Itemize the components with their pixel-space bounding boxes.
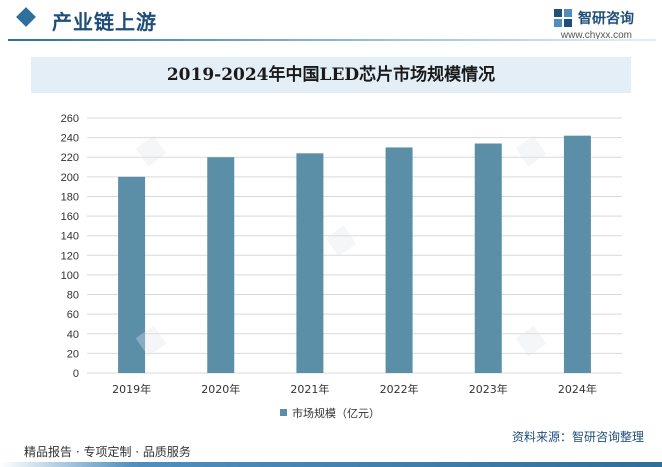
- x-tick-label: 2020年: [201, 382, 240, 396]
- brand-logo-icon: [554, 9, 572, 27]
- bar-2023年: [474, 143, 502, 373]
- bar-2020年: [207, 157, 235, 373]
- y-tick-label: 200: [61, 172, 79, 184]
- x-tick-label: 2021年: [290, 382, 329, 396]
- y-tick-label: 100: [61, 270, 79, 282]
- y-tick-label: 40: [67, 329, 79, 341]
- legend-label: 市场规模（亿元）: [292, 406, 380, 420]
- brand-name: 智研咨询: [578, 11, 634, 27]
- y-tick-label: 180: [61, 191, 79, 203]
- x-tick-label: 2022年: [380, 382, 419, 396]
- bar-2019年: [118, 176, 146, 373]
- x-tick-label: 2024年: [558, 382, 597, 396]
- brand: 智研咨询: [553, 8, 634, 28]
- legend-swatch: [280, 409, 287, 416]
- y-tick-label: 120: [61, 250, 79, 262]
- y-tick-label: 80: [67, 290, 79, 302]
- y-tick-label: 260: [61, 113, 79, 125]
- header-divider: [8, 39, 656, 41]
- footer-slogan: 精品报告 · 专项定制 · 品质服务: [24, 445, 191, 459]
- x-tick-label: 2019年: [112, 382, 151, 396]
- diamond-icon: [16, 7, 36, 27]
- header: 产业链上游 智研咨询 www.chyxx.com: [0, 0, 662, 41]
- y-tick-label: 240: [61, 133, 79, 145]
- y-tick-label: 60: [67, 309, 79, 321]
- footer-divider: [0, 462, 662, 467]
- bar-2022年: [385, 147, 413, 373]
- bar-2024年: [563, 135, 591, 373]
- bar-2021年: [296, 153, 324, 373]
- bar-chart: 0 20 40 60 80 100 120 140 160 180 200 220 240 260 2019…: [61, 113, 622, 420]
- y-tick-label: 160: [61, 211, 79, 223]
- y-tick-label: 140: [61, 231, 79, 243]
- section-title: 产业链上游: [52, 10, 157, 34]
- chart-title: 2019-2024年中国LED芯片市场规模情况: [166, 65, 496, 85]
- y-tick-label: 20: [67, 348, 79, 360]
- y-tick-label: 0: [73, 368, 79, 380]
- y-tick-label: 220: [61, 152, 79, 164]
- source-note: 资料来源：智研咨询整理: [511, 430, 644, 444]
- chart-title-bar: 2019-2024年中国LED芯片市场规模情况: [31, 57, 631, 93]
- brand-url: www.chyxx.com: [560, 30, 632, 41]
- x-tick-label: 2023年: [469, 382, 508, 396]
